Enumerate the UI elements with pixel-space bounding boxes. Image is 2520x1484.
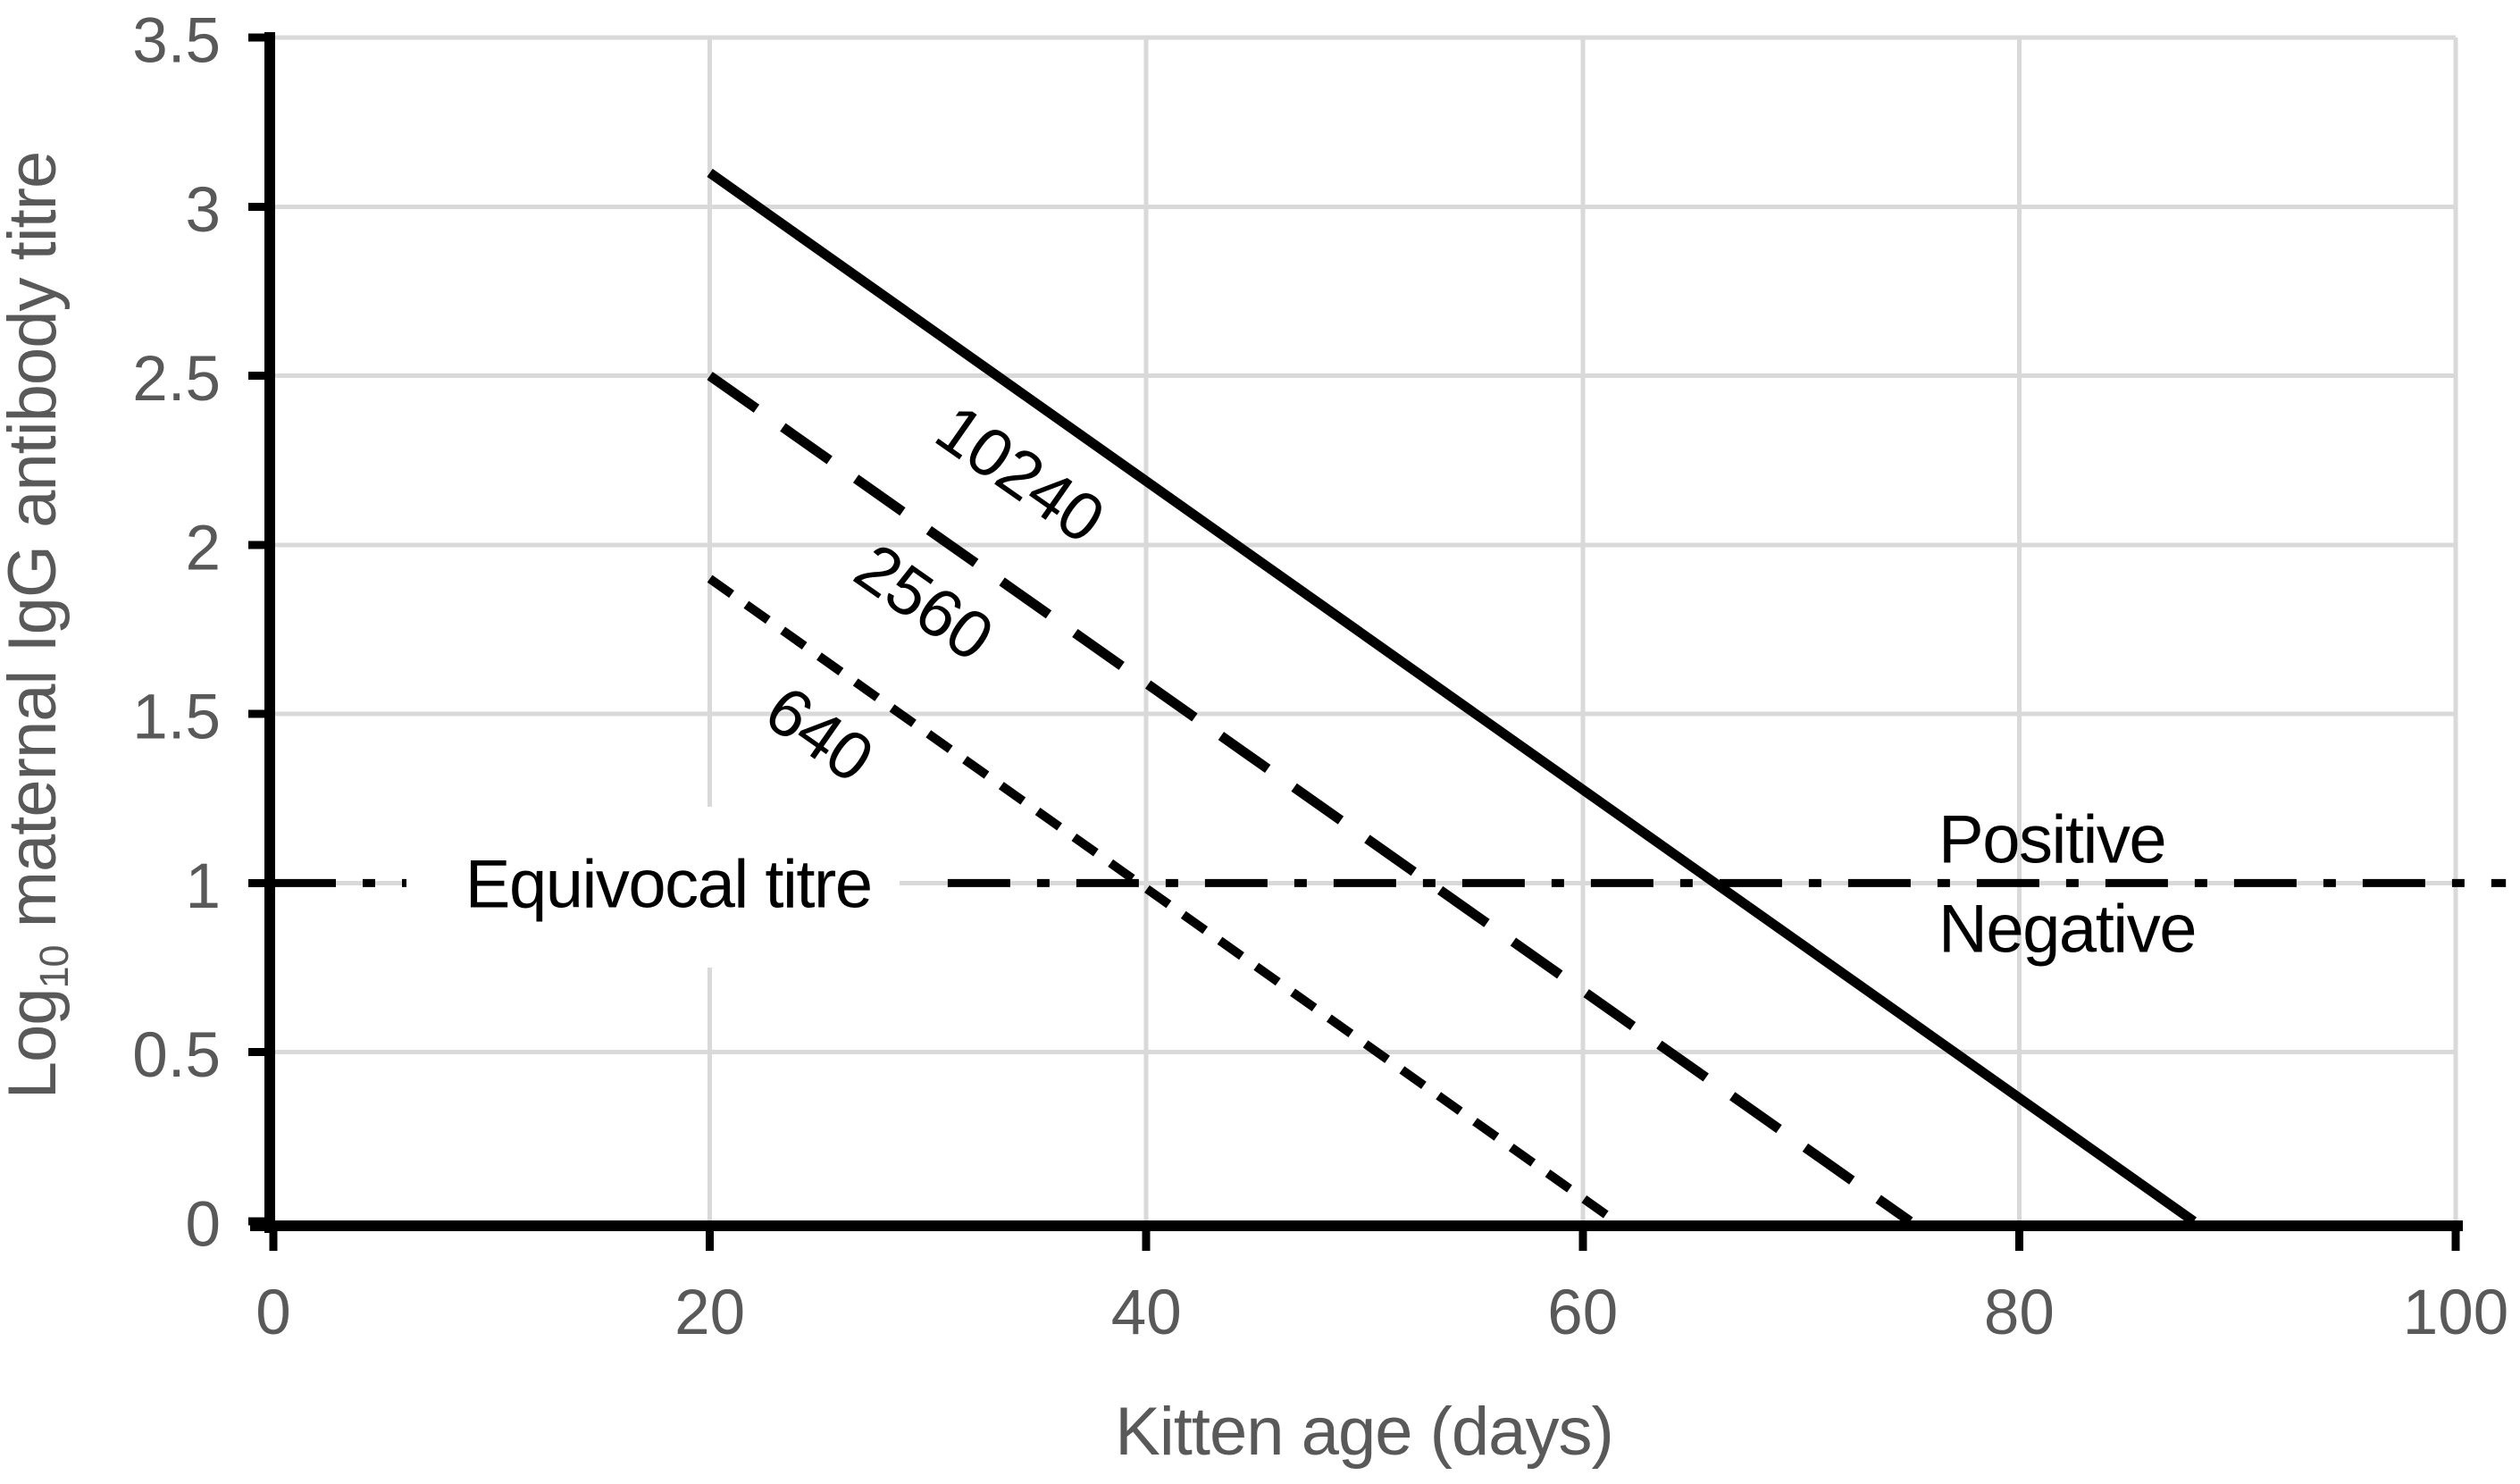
x-axis-title: Kitten age (days) [1115,1394,1613,1470]
x-tick-label: 100 [2403,1278,2508,1348]
y-tick-label: 1.5 [132,683,221,753]
x-tick-label: 80 [1984,1278,2055,1348]
y-axis-title-suffix: maternal IgG antibody titre [0,152,71,946]
annotation-positive: Positive [1938,801,2165,877]
vertical-gridlines [707,38,2458,1221]
y-tick-label: 1 [186,851,222,922]
x-tick-label: 60 [1547,1278,1618,1348]
x-tick-label: 0 [255,1278,291,1348]
x-tick-label: 20 [674,1278,745,1348]
series-lines [707,168,2198,1226]
reference-label-mask-layer [406,807,900,968]
equivocal-titre-label: Equivocal titre [465,846,872,922]
y-axis-title-prefix: Log [0,988,71,1099]
y-axis-title-subscript: 10 [31,945,77,988]
y-tick-label: 0.5 [132,1020,221,1091]
y-tick-label: 2.5 [132,344,221,415]
axes-and-ticks [248,32,2463,1251]
x-tick-label: 40 [1111,1278,1182,1348]
series-line-titre-2560 [707,372,1913,1226]
tick-labels: 0 0.5 1 1.5 2 2.5 3 3.5 0 20 40 60 80 100 [132,6,2508,1349]
y-tick-label: 3.5 [132,6,221,77]
y-axis-title: Log10 maternal IgG antibody titre [0,152,77,1100]
y-tick-label: 2 [186,513,222,583]
series-line-titre-10240 [707,168,2198,1226]
y-tick-label: 0 [186,1190,222,1261]
y-tick-label: 3 [186,175,222,246]
equivocal-label-mask [406,807,900,968]
series-line-titre-640 [707,574,1619,1226]
annotation-negative: Negative [1938,891,2196,967]
